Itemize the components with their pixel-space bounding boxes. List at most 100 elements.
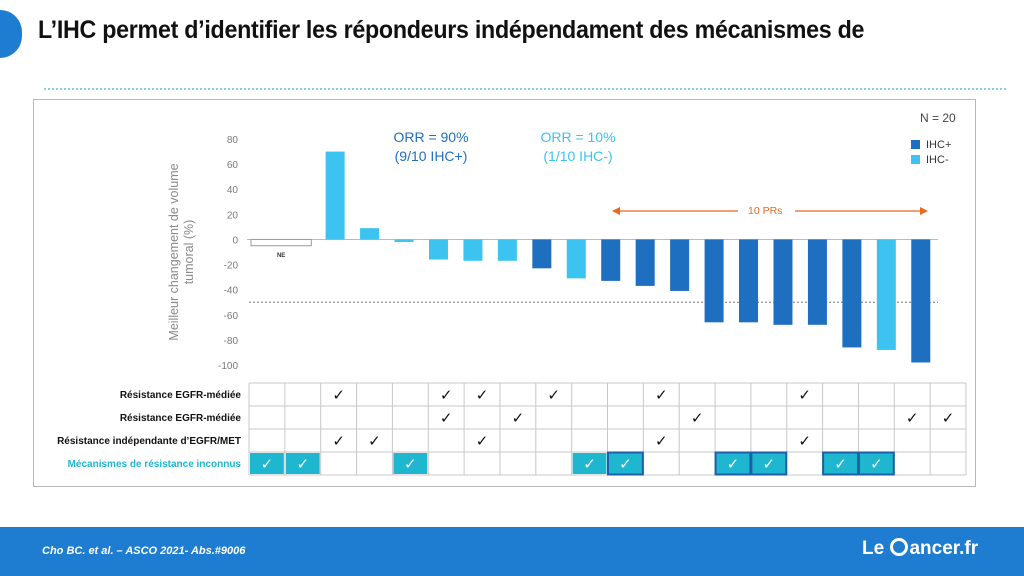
prs-arrow-head-right: [920, 207, 928, 215]
check-icon: ✓: [476, 386, 489, 404]
bar: [325, 151, 345, 240]
row-label-egfr-2: Résistance EGFR-médiée: [119, 413, 241, 424]
row-label-unknown: Mécanismes de résistance inconnus: [67, 459, 241, 470]
check-icon: ✓: [332, 432, 345, 450]
legend-label-ihc-negative: IHC-: [926, 154, 949, 166]
check-icon: ✓: [261, 455, 274, 473]
y-tick-label: 60: [227, 160, 239, 171]
y-tick-label: 40: [227, 185, 239, 196]
check-icon: ✓: [440, 386, 453, 404]
teal-cell: [859, 453, 894, 474]
bar: [463, 239, 483, 261]
orr-ihc-positive-count: (9/10 IHC+): [394, 148, 468, 164]
ne-label: NE: [277, 253, 285, 259]
check-icon: ✓: [512, 409, 525, 427]
bar: [773, 239, 793, 325]
legend-swatch-ihc-negative: [911, 155, 920, 164]
ne-box: [250, 238, 312, 247]
bar: [532, 239, 552, 269]
orr-ihc-negative-value: ORR = 10%: [540, 129, 616, 145]
logo-c-icon: [890, 538, 909, 556]
check-icon: ✓: [763, 455, 776, 473]
y-tick-label: -80: [224, 336, 239, 347]
outlined-cell: [607, 451, 644, 476]
y-tick-label: -40: [224, 286, 239, 297]
bar: [842, 239, 862, 348]
check-icon: ✓: [691, 409, 704, 427]
title-accent-tab: [0, 10, 22, 58]
y-tick-label: -20: [224, 261, 239, 272]
legend-ihc-positive: IHC+: [911, 139, 951, 151]
check-icon: ✓: [547, 386, 560, 404]
check-icon: ✓: [655, 432, 668, 450]
bar: [635, 239, 655, 286]
teal-cell: [393, 453, 428, 474]
row-label-egfr-1: Résistance EGFR-médiée: [119, 390, 241, 401]
prs-annotation: 10 PRs: [745, 205, 786, 217]
check-icon: ✓: [906, 409, 919, 427]
check-icon: ✓: [476, 432, 489, 450]
logo-text-left: Le: [862, 538, 885, 559]
check-icon: ✓: [655, 386, 668, 404]
bar: [704, 239, 724, 323]
bar: [876, 239, 896, 350]
bar: [497, 239, 517, 261]
check-icon: ✓: [619, 455, 632, 473]
row-label-independent: Résistance indépendante d’EGFR/MET: [57, 436, 241, 447]
outlined-cell: [714, 451, 752, 476]
y-tick-label: 0: [232, 235, 238, 246]
orr-ihc-negative: ORR = 10% (1/10 IHC-): [523, 128, 633, 166]
outlined-cell: [750, 451, 788, 476]
logo-text-right: ancer.fr: [909, 538, 979, 559]
check-icon: ✓: [440, 409, 453, 427]
orr-ihc-negative-count: (1/10 IHC-): [543, 148, 613, 164]
check-icon: ✓: [332, 386, 345, 404]
y-tick-label: -100: [218, 361, 238, 372]
footer-reference: Cho BC. et al. – ASCO 2021- Abs.#9006: [42, 545, 246, 557]
check-icon: ✓: [727, 455, 740, 473]
y-tick-label: 20: [227, 210, 239, 221]
bar: [360, 228, 380, 240]
check-icon: ✓: [870, 455, 883, 473]
orr-ihc-positive-value: ORR = 90%: [393, 129, 469, 145]
bar: [394, 239, 414, 242]
bar: [566, 239, 586, 279]
footer-bar: [0, 527, 1024, 576]
bar: [601, 239, 621, 281]
lecancer-logo: Le ancer.fr: [862, 538, 978, 560]
y-tick-label: -60: [224, 311, 239, 322]
check-icon: ✓: [798, 386, 811, 404]
outlined-cell: [822, 451, 859, 476]
check-icon: ✓: [296, 455, 309, 473]
check-icon: ✓: [404, 455, 417, 473]
check-icon: ✓: [583, 455, 596, 473]
check-icon: ✓: [834, 455, 847, 473]
legend-label-ihc-positive: IHC+: [926, 139, 952, 151]
y-axis-label: Meilleur changement de volume tumoral (%…: [167, 163, 196, 341]
legend-ihc-negative: IHC-: [911, 154, 949, 166]
bar: [428, 239, 448, 260]
orr-ihc-positive: ORR = 90% (9/10 IHC+): [376, 128, 486, 166]
legend-swatch-ihc-positive: [911, 140, 920, 149]
teal-cell: [285, 453, 320, 474]
slide-title: L’IHC permet d’identifier les répondeurs…: [38, 16, 865, 44]
check-icon: ✓: [368, 432, 381, 450]
outlined-cell: [857, 451, 895, 476]
bar: [739, 239, 759, 323]
bar: [911, 239, 931, 363]
legend-sample-size: N = 20: [920, 111, 956, 125]
bar: [807, 239, 827, 325]
teal-cell: [823, 453, 858, 474]
bar: [670, 239, 690, 291]
title-divider: [44, 88, 1006, 90]
y-tick-label: 80: [227, 135, 239, 146]
check-icon: ✓: [798, 432, 811, 450]
teal-cell: [608, 453, 643, 474]
teal-cell: [751, 453, 786, 474]
teal-cell: [250, 453, 284, 474]
teal-cell: [716, 453, 750, 474]
prs-arrow-head-left: [612, 207, 620, 215]
check-icon: ✓: [942, 409, 955, 427]
teal-cell: [572, 453, 607, 474]
